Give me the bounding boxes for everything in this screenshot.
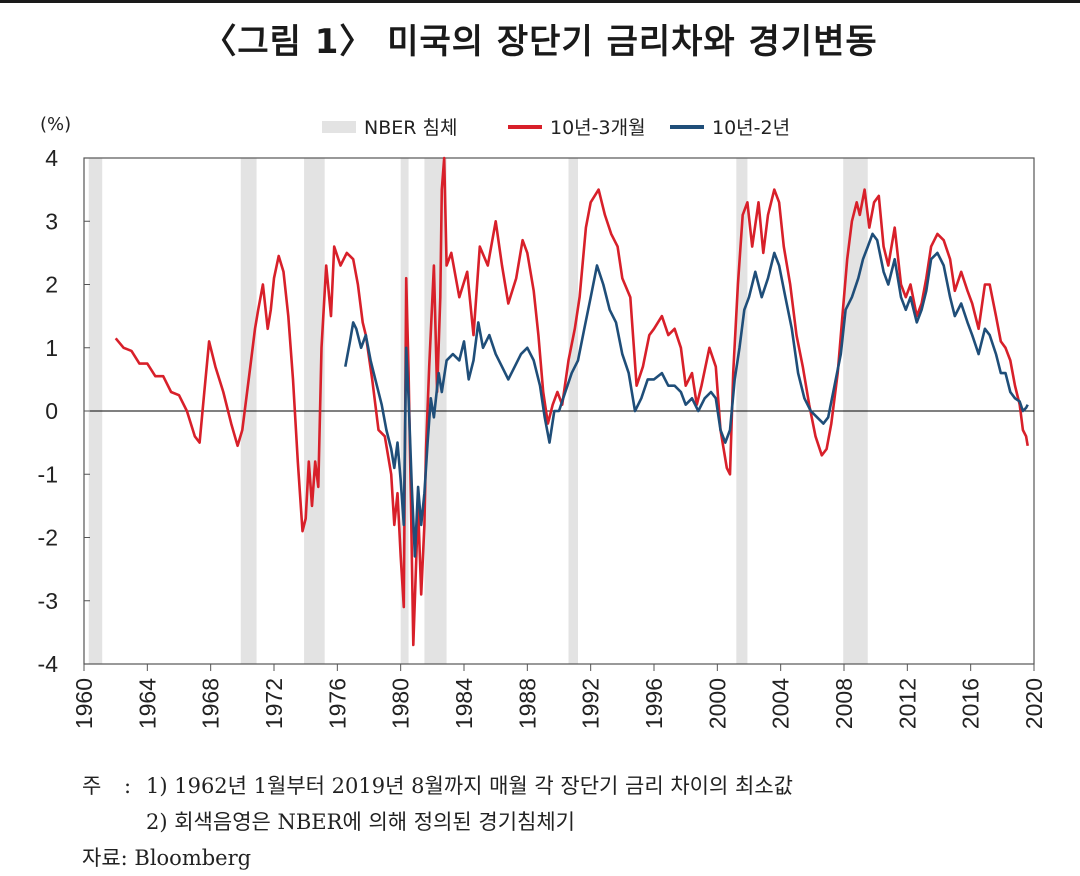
y-tick-label: 1 <box>45 335 58 361</box>
x-tick-label: 2020 <box>1021 678 1047 729</box>
source-note: 자료: Bloomberg <box>82 846 252 870</box>
x-tick-label: 1964 <box>134 678 160 729</box>
chart-title: 〈그림 1〉 미국의 장단기 금리차와 경기변동 <box>202 22 878 62</box>
y-tick-label: -1 <box>38 461 58 487</box>
note-key: 주 <box>82 774 102 798</box>
y-tick-label: -4 <box>38 651 59 677</box>
legend-recession-swatch <box>322 121 356 133</box>
chart-area: -4 -3 -2 -1 0 1 2 3 4 (%) 1960 1964 1968 1972 1976 1980… <box>38 114 1047 729</box>
y-axis-unit: (%) <box>40 114 71 135</box>
top-rule <box>0 0 1080 3</box>
y-tick-label: 4 <box>45 145 58 171</box>
x-tick-label: 1984 <box>451 678 477 729</box>
y-tick-label: 2 <box>45 272 58 298</box>
x-tick-label: 2012 <box>894 678 920 729</box>
y-tick-label: -2 <box>38 525 58 551</box>
source-row: 자료: Bloomberg <box>82 840 793 876</box>
note-row-2: 2) 회색음영은 NBER에 의해 정의된 경기침체기 <box>82 804 793 840</box>
legend-recession-label: NBER 침체 <box>364 117 457 139</box>
x-tick-label: 1992 <box>578 678 604 729</box>
y-tick-label: 0 <box>45 398 58 424</box>
x-tick-label: 2016 <box>958 678 984 729</box>
y-tick-label: -3 <box>38 588 58 614</box>
x-tick-label: 1960 <box>71 678 97 729</box>
legend-series-label-2: 10년-2년 <box>712 117 790 139</box>
legend-series-label-1: 10년-3개월 <box>550 117 646 139</box>
note-row-1: 주 : 1) 1962년 1월부터 2019년 8월까지 매월 각 장단기 금리… <box>82 768 793 804</box>
x-tick-label: 1968 <box>198 678 224 729</box>
note-line-2: 2) 회색음영은 NBER에 의해 정의된 경기침체기 <box>146 810 575 834</box>
x-tick-label: 1988 <box>514 678 540 729</box>
x-tick-label: 1972 <box>261 678 287 729</box>
note-colon: : <box>124 774 132 798</box>
note-line-1: 1) 1962년 1월부터 2019년 8월까지 매월 각 장단기 금리 차이의… <box>146 774 793 798</box>
series-line-1 <box>114 156 1029 647</box>
x-tick-label: 1996 <box>641 678 667 729</box>
chart-notes: 주 : 1) 1962년 1월부터 2019년 8월까지 매월 각 장단기 금리… <box>82 768 793 876</box>
series-line-2 <box>344 232 1029 558</box>
x-tick-label: 1980 <box>388 678 414 729</box>
x-tick-label: 2008 <box>831 678 857 729</box>
x-tick-label: 2004 <box>768 678 794 729</box>
y-tick-label: 3 <box>45 208 58 234</box>
x-tick-label: 2000 <box>704 678 730 729</box>
x-tick-label: 1976 <box>324 678 350 729</box>
